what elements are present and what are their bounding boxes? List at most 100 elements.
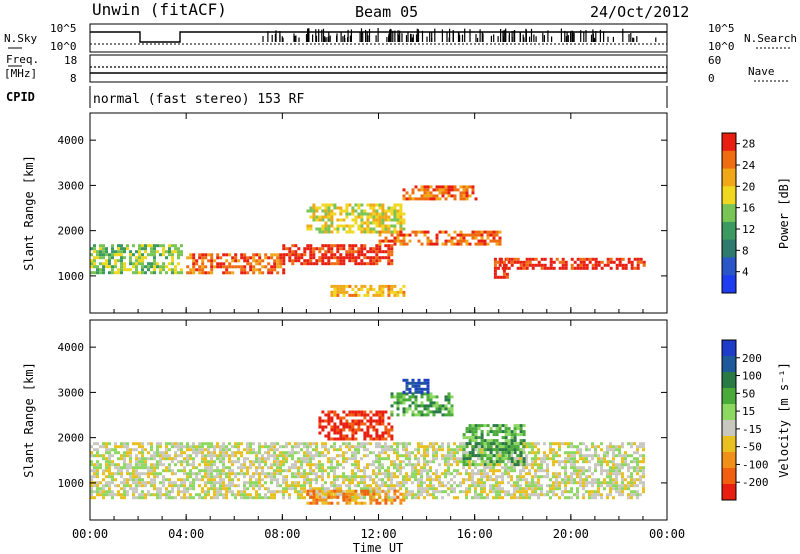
velocity-cell: [399, 398, 403, 402]
power-cell: [336, 284, 340, 288]
power-cell: [120, 268, 123, 272]
velocity-cell: [612, 481, 615, 485]
power-cell: [459, 236, 463, 240]
time-tick-label: 00:00: [72, 527, 108, 541]
power-cell: [393, 230, 397, 234]
velocity-cell: [498, 481, 501, 485]
power-cell: [387, 287, 391, 291]
velocity-cell: [207, 463, 210, 467]
velocity-cell: [336, 463, 339, 467]
velocity-cell: [264, 442, 267, 446]
power-cell: [336, 244, 340, 248]
velocity-cell: [321, 410, 325, 414]
velocity-cell: [564, 469, 567, 473]
velocity-cell: [393, 460, 396, 464]
velocity-cell: [369, 422, 373, 426]
velocity-cell: [630, 460, 633, 464]
power-cell: [99, 250, 102, 254]
velocity-cell: [351, 431, 355, 435]
power-cell: [381, 218, 385, 222]
velocity-cell: [606, 451, 609, 455]
velocity-cell: [336, 437, 340, 441]
power-cell: [276, 256, 280, 260]
velocity-cell: [618, 487, 621, 491]
velocity-cell: [558, 481, 561, 485]
velocity-cell: [336, 484, 339, 488]
velocity-cell: [609, 448, 612, 452]
velocity-cell: [498, 460, 502, 464]
velocity-cell: [594, 466, 597, 470]
power-cell: [390, 233, 394, 237]
velocity-cell: [351, 498, 355, 502]
power-cell: [294, 250, 298, 254]
velocity-cell: [555, 493, 558, 497]
velocity-cell: [504, 463, 508, 467]
velocity-cell: [486, 442, 490, 446]
velocity-cell: [498, 442, 502, 446]
velocity-cell: [258, 496, 261, 500]
velocity-cell: [489, 469, 492, 473]
power-cell: [441, 188, 445, 192]
velocity-cell: [105, 469, 108, 473]
power-cell: [402, 221, 406, 225]
velocity-cell: [192, 478, 195, 482]
power-cell: [502, 266, 506, 270]
velocity-cell: [363, 448, 366, 452]
velocity-cell: [420, 454, 423, 458]
velocity-cell: [222, 445, 225, 449]
velocity-cell: [150, 445, 153, 449]
power-cell: [108, 259, 111, 263]
velocity-cell: [384, 498, 388, 502]
power-cell: [312, 247, 316, 251]
power-cell: [402, 218, 406, 222]
velocity-cell: [474, 427, 478, 431]
power-cell: [315, 206, 319, 210]
velocity-cell: [354, 422, 358, 426]
velocity-cell: [201, 487, 204, 491]
velocity-cell: [333, 492, 337, 496]
velocity-cell: [624, 487, 627, 491]
velocity-cell: [363, 484, 366, 488]
velocity-colorbar-swatch: [722, 356, 736, 373]
velocity-cell: [108, 493, 111, 497]
velocity-cell: [219, 487, 222, 491]
velocity-cell: [312, 478, 315, 482]
power-cell: [129, 250, 132, 254]
power-cell: [459, 239, 463, 243]
power-cell: [453, 185, 457, 189]
power-cell: [315, 262, 319, 266]
power-cell: [354, 218, 358, 222]
velocity-cell: [135, 454, 138, 458]
velocity-cell: [615, 490, 618, 494]
velocity-cell: [609, 460, 612, 464]
velocity-cell: [240, 466, 243, 470]
power-cell: [312, 209, 316, 213]
velocity-cell: [363, 442, 366, 446]
velocity-cell: [156, 451, 159, 455]
velocity-cell: [204, 493, 207, 497]
velocity-cell: [513, 484, 516, 488]
power-cell: [375, 244, 379, 248]
velocity-cell: [441, 472, 444, 476]
velocity-cell: [423, 457, 426, 461]
power-cell: [333, 284, 337, 288]
velocity-feature: [390, 392, 454, 417]
velocity-cell: [255, 454, 258, 458]
velocity-cell: [381, 422, 385, 426]
velocity-cell: [375, 501, 379, 505]
velocity-cell: [327, 472, 330, 476]
velocity-cell: [348, 437, 352, 441]
power-cell: [180, 253, 183, 257]
power-cell: [219, 262, 223, 266]
power-cell: [390, 290, 394, 294]
velocity-cell: [414, 496, 417, 500]
velocity-cell: [354, 413, 358, 417]
power-cell: [390, 287, 394, 291]
power-cell: [174, 271, 177, 275]
velocity-cell: [276, 457, 279, 461]
velocity-cell: [384, 448, 387, 452]
velocity-cell: [273, 457, 276, 461]
velocity-cell: [186, 487, 189, 491]
velocity-cell: [639, 478, 642, 482]
velocity-cell: [270, 466, 273, 470]
